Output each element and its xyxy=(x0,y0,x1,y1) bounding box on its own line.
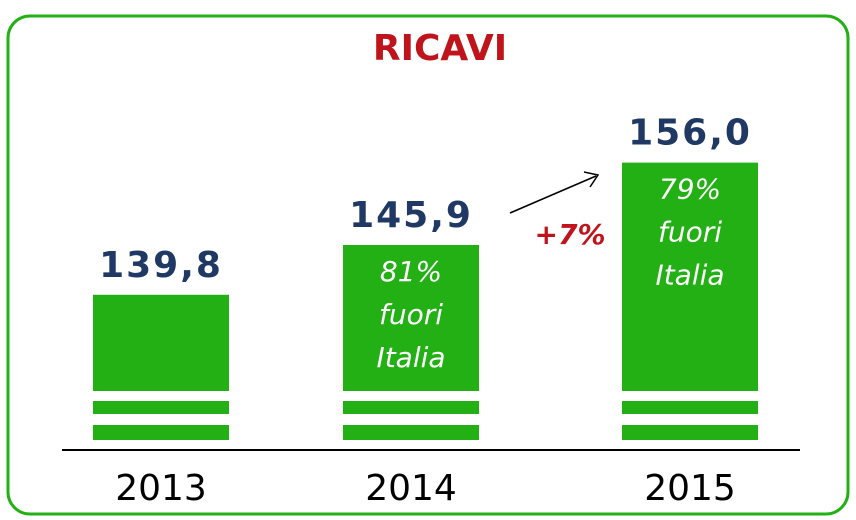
bar-break-segment xyxy=(343,425,479,440)
bar xyxy=(93,294,229,391)
bar-note: Italia xyxy=(655,259,724,292)
bar-note: fuori xyxy=(379,298,443,331)
x-tick-label: 2014 xyxy=(365,468,457,509)
bar-break-segment xyxy=(93,425,229,440)
x-tick-label: 2013 xyxy=(115,468,207,509)
bar-break-segment xyxy=(622,401,758,414)
bar xyxy=(622,162,758,391)
chart-title: RICAVI xyxy=(373,28,507,69)
bar-note: 79% xyxy=(659,173,721,206)
growth-arrow-head xyxy=(583,171,600,188)
bar xyxy=(343,245,479,391)
bar-break-segment xyxy=(93,401,229,414)
growth-arrow xyxy=(509,175,597,214)
bar-note: Italia xyxy=(376,341,445,374)
value-label: 139,8 xyxy=(99,245,223,286)
bar-break-segment xyxy=(343,401,479,414)
bar-note: fuori xyxy=(658,216,722,249)
value-label: 156,0 xyxy=(628,113,752,154)
bar-break-segment xyxy=(622,425,758,440)
growth-label: +7% xyxy=(535,218,606,251)
x-tick-label: 2015 xyxy=(644,468,736,509)
bar-note: 81% xyxy=(380,255,442,288)
value-label: 145,9 xyxy=(349,195,473,236)
